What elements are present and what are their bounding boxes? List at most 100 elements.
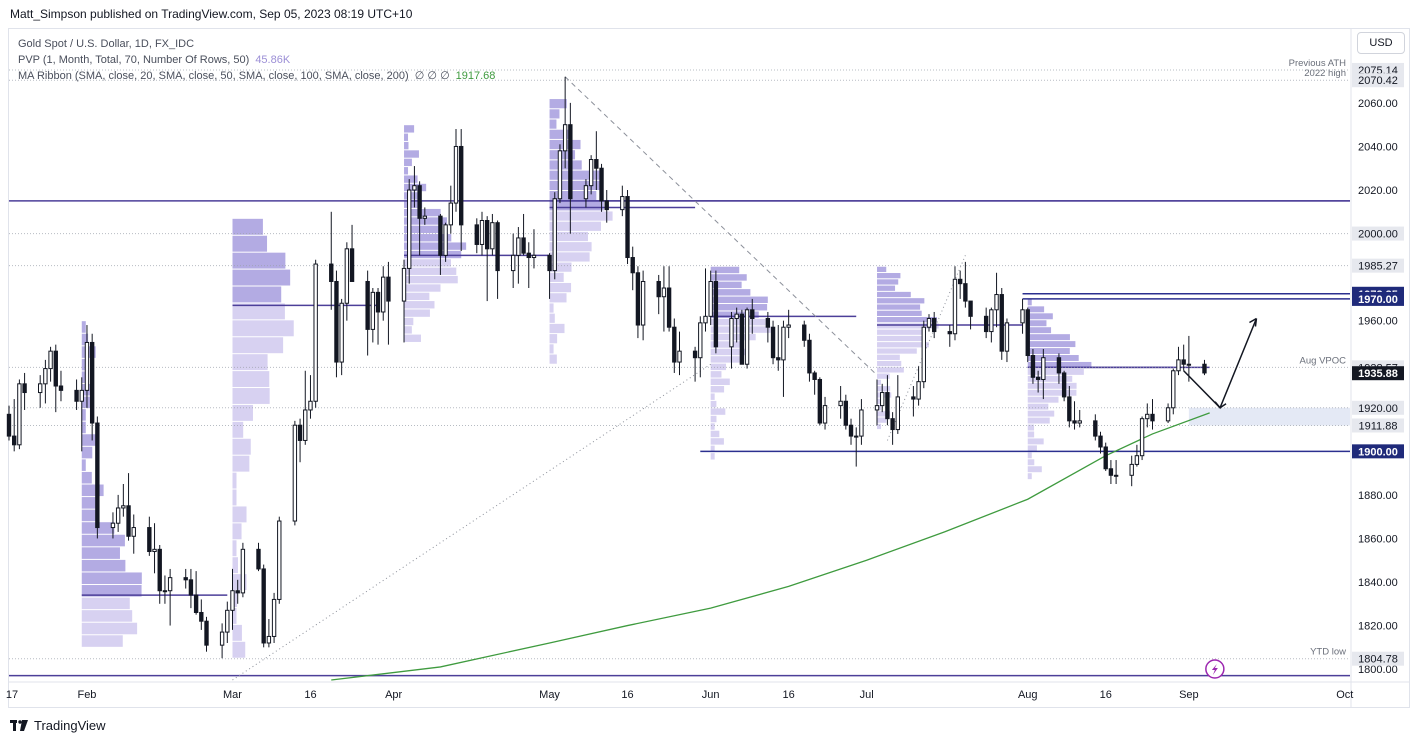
candle[interactable]	[12, 399, 17, 452]
candle[interactable]	[630, 246, 635, 291]
candle[interactable]	[484, 216, 490, 302]
candle[interactable]	[672, 318, 677, 373]
candle[interactable]	[204, 616, 209, 652]
candle[interactable]	[6, 405, 12, 441]
candle[interactable]	[438, 213, 443, 275]
candle[interactable]	[802, 320, 807, 347]
candle[interactable]	[963, 261, 968, 308]
candle[interactable]	[1176, 346, 1181, 376]
candle[interactable]	[848, 418, 854, 445]
candle[interactable]	[521, 213, 526, 256]
candle[interactable]	[599, 163, 604, 212]
candle[interactable]	[349, 224, 355, 282]
candle[interactable]	[48, 346, 53, 382]
candle[interactable]	[526, 242, 531, 289]
candle[interactable]	[407, 179, 412, 284]
candle[interactable]	[183, 568, 188, 589]
candle[interactable]	[1145, 403, 1150, 428]
candle[interactable]	[1004, 318, 1010, 363]
candle[interactable]	[84, 325, 90, 408]
candle[interactable]	[79, 377, 84, 452]
candle[interactable]	[895, 375, 900, 434]
candle[interactable]	[240, 542, 246, 598]
candle[interactable]	[225, 601, 230, 643]
candle[interactable]	[822, 396, 828, 430]
candle[interactable]	[370, 288, 376, 343]
candle[interactable]	[547, 253, 552, 299]
candle[interactable]	[729, 311, 734, 369]
candle[interactable]	[412, 166, 417, 208]
candle[interactable]	[1035, 370, 1041, 393]
candle[interactable]	[583, 179, 589, 208]
candle[interactable]	[786, 309, 791, 339]
candle[interactable]	[661, 266, 667, 332]
candle[interactable]	[698, 316, 703, 378]
candle[interactable]	[750, 298, 755, 334]
candle[interactable]	[656, 274, 661, 315]
candle[interactable]	[666, 266, 672, 332]
candle[interactable]	[952, 266, 958, 341]
candle[interactable]	[1098, 431, 1103, 454]
candle[interactable]	[422, 207, 428, 225]
candle[interactable]	[147, 516, 152, 556]
candle[interactable]	[37, 375, 43, 408]
candle[interactable]	[381, 266, 386, 321]
candle[interactable]	[126, 473, 131, 541]
candle[interactable]	[708, 270, 713, 326]
candle[interactable]	[1139, 416, 1145, 461]
candle[interactable]	[375, 288, 381, 345]
candle[interactable]	[277, 516, 282, 604]
candle[interactable]	[95, 416, 100, 539]
candle[interactable]	[531, 229, 537, 269]
candle[interactable]	[157, 544, 162, 604]
candle[interactable]	[495, 220, 500, 299]
candle[interactable]	[1056, 353, 1062, 384]
candle[interactable]	[677, 331, 682, 376]
candle[interactable]	[261, 564, 266, 648]
candle[interactable]	[874, 379, 880, 426]
candle[interactable]	[635, 266, 641, 339]
candle[interactable]	[1067, 386, 1072, 428]
candle[interactable]	[1041, 348, 1046, 400]
candle[interactable]	[1150, 399, 1155, 430]
candle[interactable]	[1061, 370, 1067, 402]
candle[interactable]	[817, 377, 823, 426]
candle[interactable]	[115, 494, 121, 532]
candle[interactable]	[167, 568, 173, 626]
candle[interactable]	[968, 300, 973, 330]
candle[interactable]	[1113, 460, 1119, 485]
candle[interactable]	[552, 192, 557, 280]
candle[interactable]	[448, 185, 453, 234]
candle[interactable]	[131, 514, 136, 554]
candle[interactable]	[1020, 298, 1025, 334]
candle[interactable]	[271, 592, 277, 643]
candle[interactable]	[292, 420, 298, 526]
candle[interactable]	[1171, 368, 1176, 415]
candle[interactable]	[443, 222, 448, 262]
candle[interactable]	[53, 344, 58, 413]
candle[interactable]	[219, 623, 225, 659]
candle[interactable]	[17, 379, 22, 450]
candle[interactable]	[713, 270, 719, 354]
candle[interactable]	[765, 311, 771, 343]
candle[interactable]	[1108, 460, 1114, 485]
candle[interactable]	[152, 523, 157, 574]
candle[interactable]	[744, 307, 750, 369]
candle[interactable]	[989, 307, 994, 343]
candle[interactable]	[1165, 403, 1171, 424]
candle[interactable]	[947, 325, 952, 347]
currency-button[interactable]: USD	[1357, 32, 1405, 54]
candle[interactable]	[490, 213, 495, 256]
candle[interactable]	[1025, 307, 1030, 363]
candle[interactable]	[453, 129, 459, 212]
candle[interactable]	[807, 333, 812, 382]
candle[interactable]	[110, 512, 116, 539]
candle[interactable]	[365, 270, 370, 356]
candle[interactable]	[734, 307, 739, 343]
candle[interactable]	[89, 333, 95, 441]
candle[interactable]	[812, 370, 817, 395]
candle[interactable]	[1181, 344, 1186, 371]
candle[interactable]	[74, 379, 79, 410]
candle[interactable]	[557, 144, 563, 204]
candle[interactable]	[625, 190, 630, 265]
